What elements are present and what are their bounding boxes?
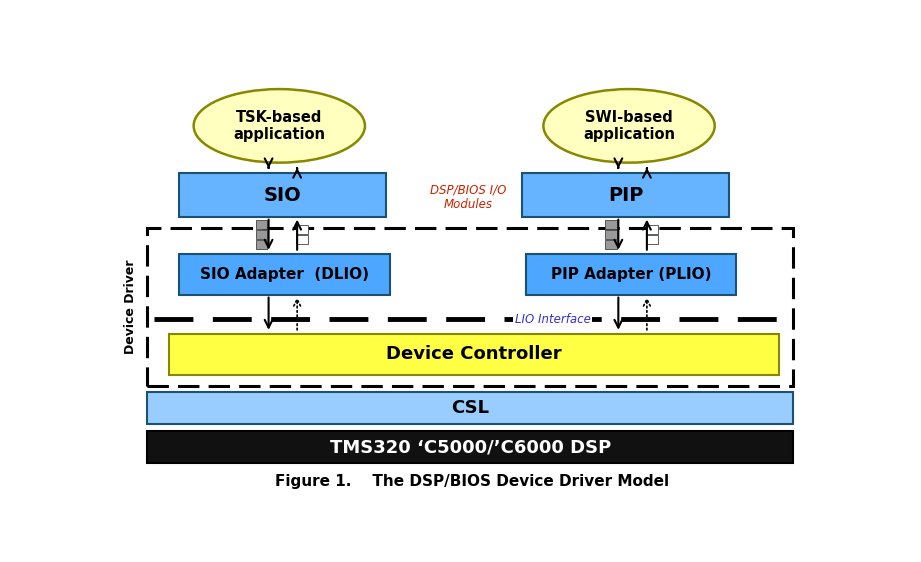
Bar	[180, 174, 387, 217]
Bar	[147, 392, 793, 424]
Bar	[297, 235, 308, 244]
Text: TMS320 ‘C5000/’C6000 DSP: TMS320 ‘C5000/’C6000 DSP	[330, 438, 611, 456]
Bar	[169, 334, 779, 375]
Text: DSP/BIOS I/O
Modules: DSP/BIOS I/O Modules	[430, 183, 507, 211]
Bar	[605, 240, 617, 249]
Bar	[147, 228, 793, 386]
Text: Device Controller: Device Controller	[386, 345, 562, 363]
Bar	[256, 240, 267, 249]
Text: SIO: SIO	[264, 185, 302, 205]
Bar	[522, 174, 729, 217]
Bar	[256, 220, 267, 229]
Ellipse shape	[193, 89, 365, 162]
Bar	[147, 431, 793, 464]
Text: SIO Adapter  (DLIO): SIO Adapter (DLIO)	[200, 266, 369, 282]
Text: SWI-based
application: SWI-based application	[583, 110, 675, 142]
Bar	[647, 225, 658, 234]
Bar	[526, 253, 736, 294]
Bar	[180, 253, 390, 294]
Ellipse shape	[543, 89, 715, 162]
Bar	[605, 220, 617, 229]
Bar	[647, 235, 658, 244]
Bar	[605, 230, 617, 239]
Text: LIO Interface: LIO Interface	[515, 313, 590, 326]
Bar	[297, 225, 308, 234]
Bar	[256, 230, 267, 239]
Text: Device Driver: Device Driver	[124, 259, 137, 353]
Text: PIP Adapter (PLIO): PIP Adapter (PLIO)	[551, 266, 711, 282]
Text: Figure 1.    The DSP/BIOS Device Driver Model: Figure 1. The DSP/BIOS Device Driver Mod…	[275, 474, 669, 490]
Text: TSK-based
application: TSK-based application	[233, 110, 325, 142]
Text: CSL: CSL	[451, 399, 489, 417]
Text: PIP: PIP	[608, 185, 643, 205]
